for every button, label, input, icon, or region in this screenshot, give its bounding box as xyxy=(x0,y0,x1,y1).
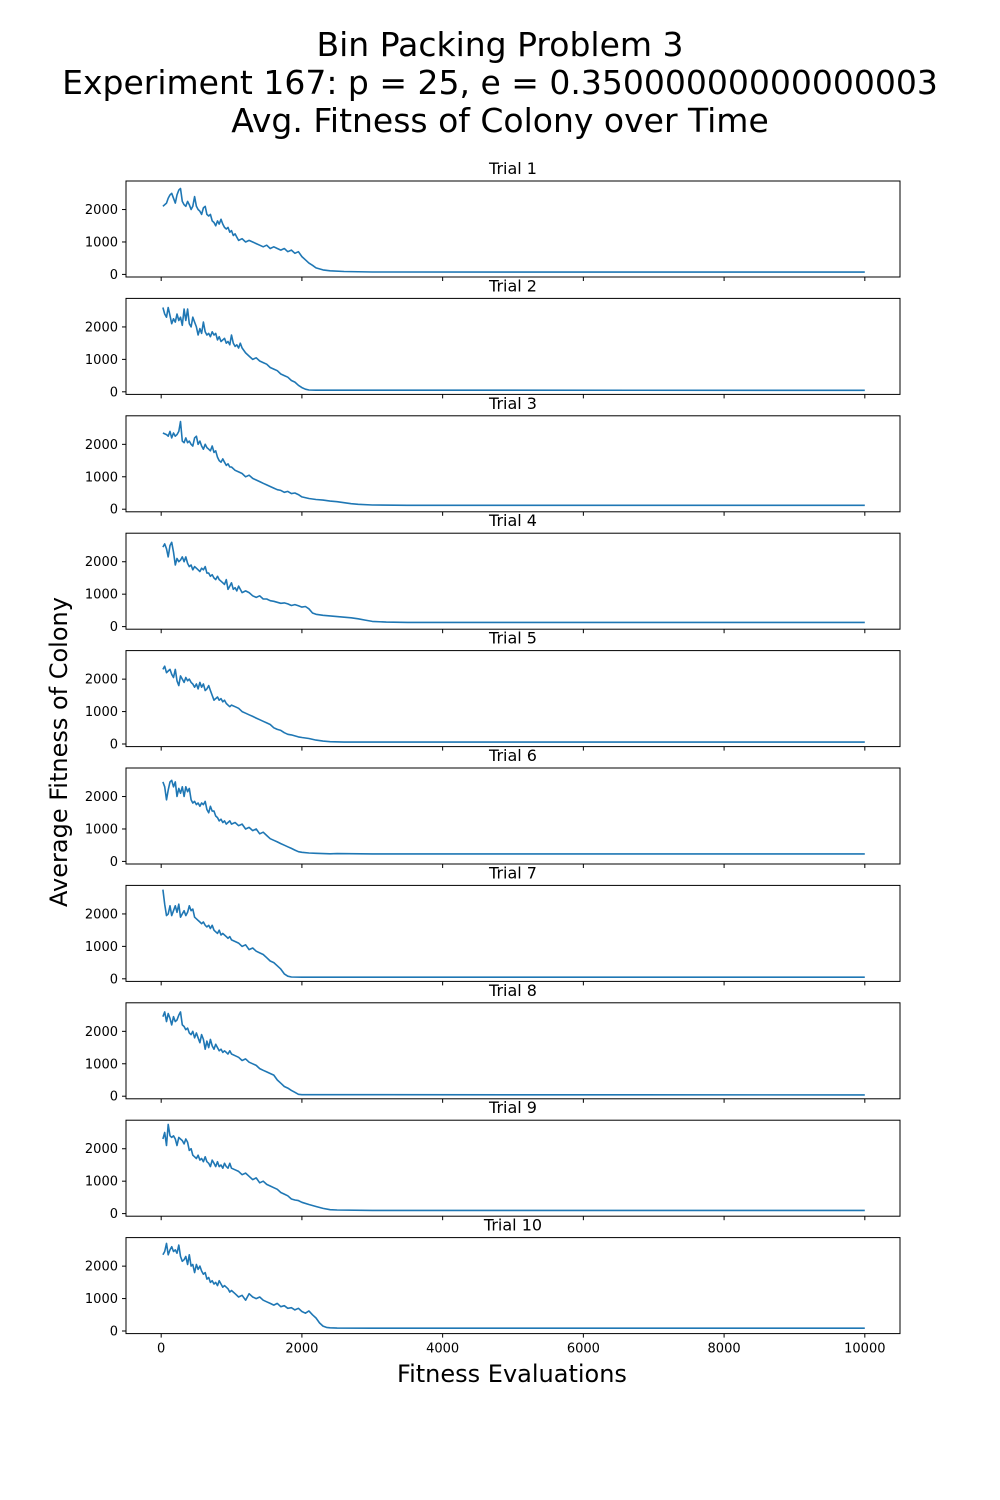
y-tick-label: 0 xyxy=(110,503,118,518)
y-tick-label: 1000 xyxy=(85,235,118,250)
y-tick-label: 2000 xyxy=(85,203,118,218)
y-tick-label: 2000 xyxy=(85,1142,118,1157)
subplot-trial-8: Trial 8 0 1000 2000 xyxy=(85,981,900,1105)
x-tick-label: 10000 xyxy=(844,1342,885,1357)
figure-title-line-1: Bin Packing Problem 3 xyxy=(316,25,683,64)
figure-title-line-2: Experiment 167: p = 25, e = 0.3500000000… xyxy=(62,63,938,102)
y-tick-label: 0 xyxy=(110,268,118,283)
subplot-frame xyxy=(126,1003,900,1099)
subplot-title: Trial 9 xyxy=(488,1098,537,1117)
x-tick-label: 0 xyxy=(157,1342,165,1357)
y-tick-label: 1000 xyxy=(85,705,118,720)
y-tick-label: 1000 xyxy=(85,353,118,368)
subplot-frame xyxy=(126,416,900,512)
subplot-title: Trial 3 xyxy=(488,394,537,413)
fitness-series-line xyxy=(163,422,865,506)
subplot-trial-10: Trial 10 0 1000 2000 0 2000 4000 6000 8000 10000 xyxy=(85,1216,900,1357)
y-tick-label: 0 xyxy=(110,1207,118,1222)
subplot-title: Trial 6 xyxy=(488,746,537,765)
subplot-title: Trial 10 xyxy=(483,1216,542,1235)
fitness-series-line xyxy=(163,890,865,978)
subplot-trial-4: Trial 4 0 1000 2000 xyxy=(85,511,900,635)
x-tick-label: 6000 xyxy=(567,1342,600,1357)
y-tick-label: 2000 xyxy=(85,555,118,570)
y-tick-label: 1000 xyxy=(85,1057,118,1072)
fitness-series-line xyxy=(163,189,865,273)
x-axis-label: Fitness Evaluations xyxy=(397,1360,627,1388)
fitness-series-line xyxy=(163,666,865,742)
y-tick-label: 1000 xyxy=(85,470,118,485)
y-tick-label: 0 xyxy=(110,1090,118,1105)
subplot-frame xyxy=(126,533,900,629)
y-tick-label: 0 xyxy=(110,620,118,635)
fitness-series-line xyxy=(163,542,865,622)
x-tick-label: 8000 xyxy=(708,1342,741,1357)
subplot-title: Trial 1 xyxy=(488,159,537,178)
fitness-series-line xyxy=(163,1243,865,1328)
subplot-trial-3: Trial 3 0 1000 2000 xyxy=(85,394,900,518)
y-tick-label: 2000 xyxy=(85,907,118,922)
subplot-title: Trial 5 xyxy=(488,629,537,648)
y-tick-label: 1000 xyxy=(85,588,118,603)
y-tick-label: 1000 xyxy=(85,822,118,837)
subplot-trial-9: Trial 9 0 1000 2000 xyxy=(85,1098,900,1222)
subplot-frame xyxy=(126,885,900,981)
fitness-series-line xyxy=(163,1124,865,1210)
fitness-series-line xyxy=(163,780,865,854)
subplot-frame xyxy=(126,768,900,864)
y-tick-label: 0 xyxy=(110,855,118,870)
y-tick-label: 2000 xyxy=(85,790,118,805)
y-tick-label: 0 xyxy=(110,972,118,987)
fitness-series-line xyxy=(163,308,865,391)
y-tick-label: 1000 xyxy=(85,1292,118,1307)
figure-title-line-3: Avg. Fitness of Colony over Time xyxy=(231,101,769,140)
y-tick-label: 2000 xyxy=(85,438,118,453)
y-tick-label: 0 xyxy=(110,1325,118,1340)
fitness-series-line xyxy=(163,1012,865,1095)
subplot-grid: Trial 1010002000Trial 2010002000Trial 30… xyxy=(85,159,900,1357)
y-tick-label: 2000 xyxy=(85,673,118,688)
y-tick-label: 0 xyxy=(110,738,118,753)
subplot-trial-7: Trial 7 0 1000 2000 xyxy=(85,863,900,987)
x-tick-label: 4000 xyxy=(426,1342,459,1357)
subplot-title: Trial 4 xyxy=(488,511,537,530)
y-tick-label: 1000 xyxy=(85,1175,118,1190)
subplot-frame xyxy=(126,651,900,747)
y-tick-label: 2000 xyxy=(85,1025,118,1040)
subplot-trial-5: Trial 5 0 1000 2000 xyxy=(85,629,900,753)
y-axis-label: Average Fitness of Colony xyxy=(45,597,73,907)
subplot-title: Trial 7 xyxy=(488,863,537,882)
subplot-trial-6: Trial 6 0 1000 2000 xyxy=(85,746,900,870)
subplot-title: Trial 8 xyxy=(488,981,537,1000)
x-tick-label: 2000 xyxy=(285,1342,318,1357)
y-tick-label: 0 xyxy=(110,385,118,400)
y-tick-label: 2000 xyxy=(85,320,118,335)
subplot-trial-2: Trial 2 0 1000 2000 xyxy=(85,276,900,400)
subplot-trial-1: Trial 1 0 1000 2000 xyxy=(85,159,900,283)
y-tick-label: 1000 xyxy=(85,940,118,955)
subplot-frame xyxy=(126,1238,900,1334)
subplot-frame xyxy=(126,1120,900,1216)
subplot-title: Trial 2 xyxy=(488,276,537,295)
y-tick-label: 2000 xyxy=(85,1260,118,1275)
subplot-frame xyxy=(126,181,900,277)
